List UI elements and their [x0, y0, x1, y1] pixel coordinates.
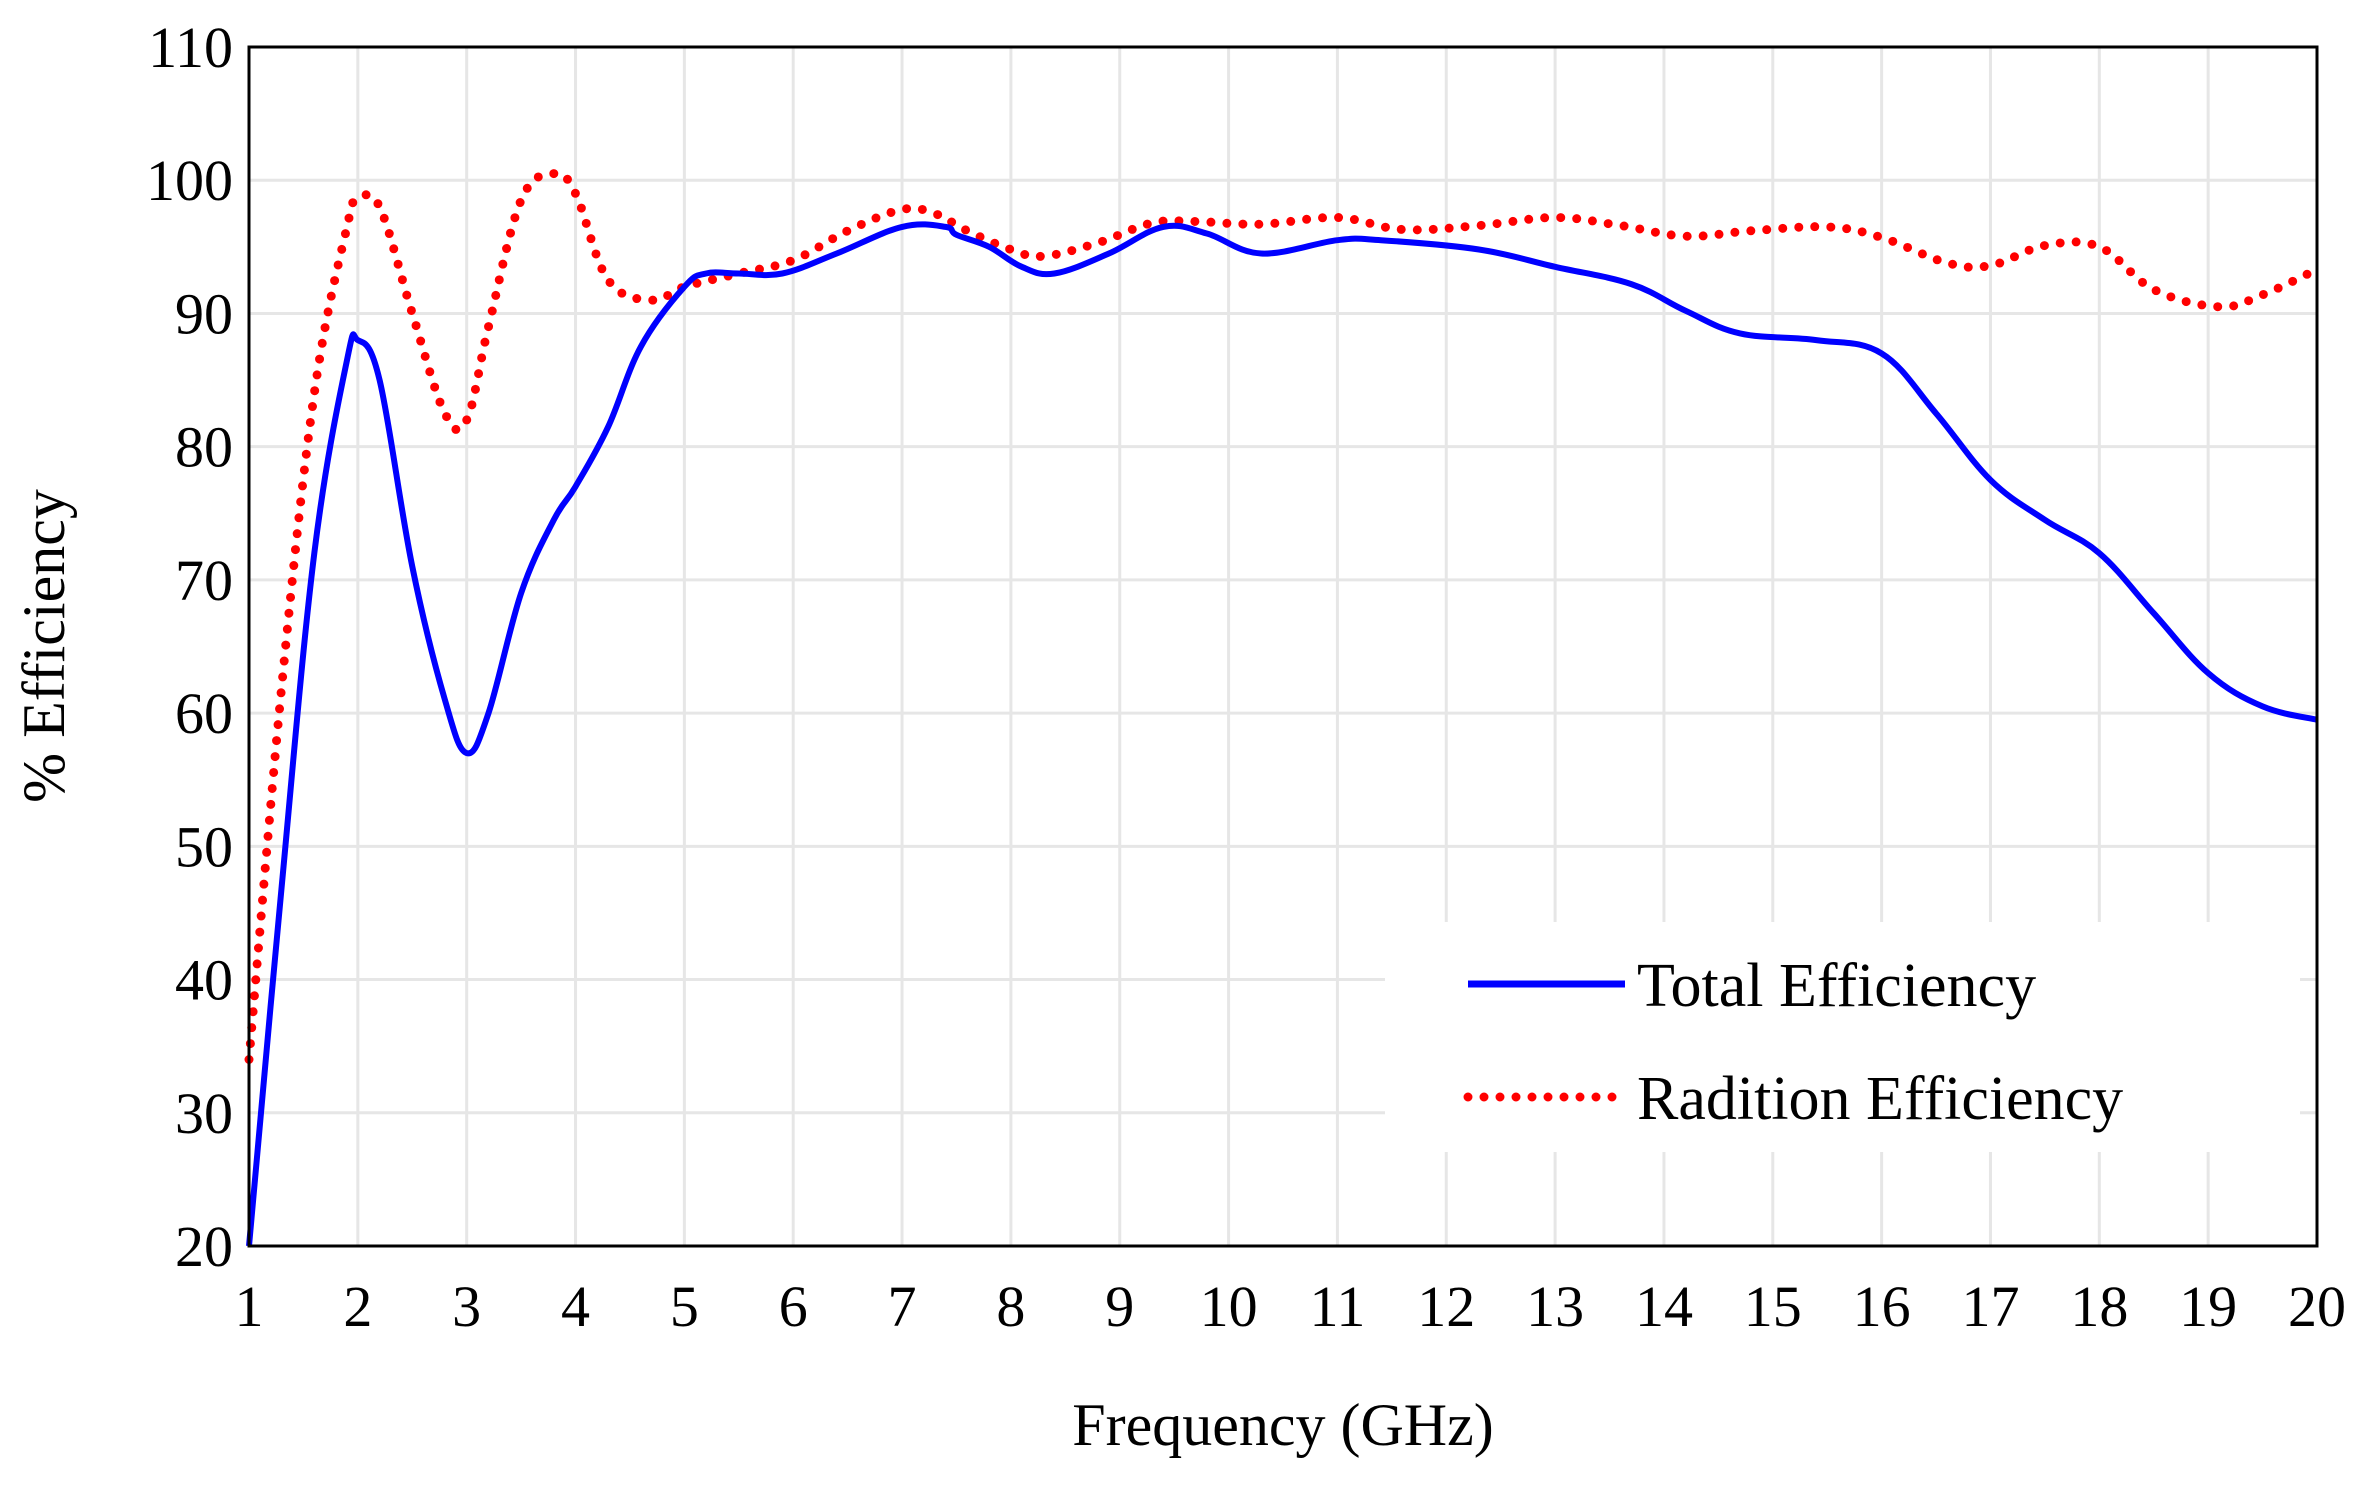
x-tick-label: 14 [1635, 1274, 1693, 1339]
x-tick-label: 6 [779, 1274, 808, 1339]
series-total-efficiency [246, 221, 2318, 1247]
x-tick-label: 5 [670, 1274, 699, 1339]
x-tick-label: 4 [561, 1274, 590, 1339]
x-tick-label: 16 [1853, 1274, 1911, 1339]
y-tick-label: 90 [175, 281, 233, 346]
y-tick-label: 100 [146, 148, 233, 213]
y-tick-label: 20 [175, 1214, 233, 1279]
x-axis-title: Frequency (GHz) [1072, 1392, 1494, 1458]
x-tick-label: 7 [888, 1274, 917, 1339]
legend-label-radiation: Radition Efficiency [1637, 1065, 2123, 1133]
x-tick-label: 1 [235, 1274, 264, 1339]
y-tick-label: 40 [175, 948, 233, 1013]
legend-label-total: Total Efficiency [1637, 952, 2036, 1020]
y-tick-label: 110 [148, 15, 233, 80]
x-tick-label: 20 [2288, 1274, 2346, 1339]
y-tick-label: 30 [175, 1081, 233, 1146]
series-layer [244, 168, 2322, 1247]
y-tick-label: 60 [175, 681, 233, 746]
x-tick-label: 18 [2070, 1274, 2128, 1339]
x-tick-label: 15 [1744, 1274, 1802, 1339]
y-axis-title: % Efficiency [11, 489, 77, 803]
y-tick-label: 80 [175, 415, 233, 480]
plot-frame [247, 45, 2319, 1248]
x-tick-label: 9 [1105, 1274, 1134, 1339]
x-tick-label: 3 [452, 1274, 481, 1339]
x-tick-label: 2 [343, 1274, 372, 1339]
tick-labels: 1 2 3 4 5 6 7 8 9 10 11 12 13 14 15 16 17 18 19 20203040506… [146, 15, 2346, 1339]
y-tick-label: 70 [175, 548, 233, 613]
x-tick-label: 13 [1526, 1274, 1584, 1339]
legend-background [1385, 922, 2300, 1152]
series-radiation-efficiency [244, 168, 2322, 1064]
x-tick-label: 8 [996, 1274, 1025, 1339]
x-tick-label: 19 [2179, 1274, 2237, 1339]
x-tick-label: 11 [1309, 1274, 1365, 1339]
x-tick-label: 12 [1417, 1274, 1475, 1339]
legend: Total Efficiency Radition Efficiency [1385, 922, 2300, 1152]
x-tick-label: 17 [1961, 1274, 2019, 1339]
x-tick-label: 10 [1200, 1274, 1258, 1339]
y-tick-label: 50 [175, 814, 233, 879]
